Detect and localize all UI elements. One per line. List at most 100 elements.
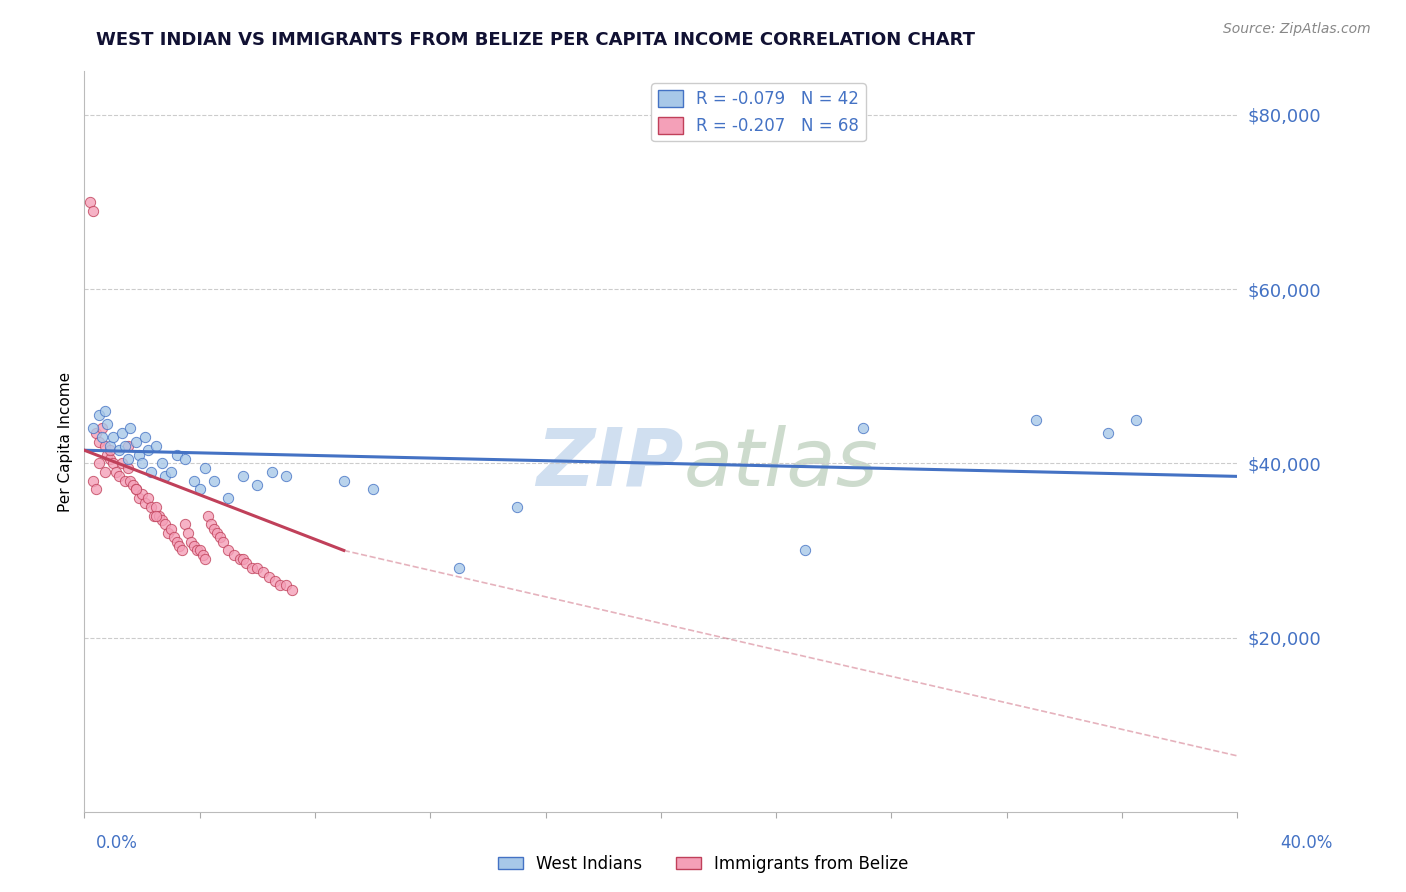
Point (246, 561, 269, 575)
Text: WEST INDIAN VS IMMIGRANTS FROM BELIZE PER CAPITA INCOME CORRELATION CHART: WEST INDIAN VS IMMIGRANTS FROM BELIZE PE… (96, 31, 974, 49)
Point (229, 552, 252, 566)
Point (98, 439, 121, 453)
Point (103, 430, 124, 444)
Point (145, 500, 167, 514)
Point (87, 456, 110, 470)
Point (79, 194, 101, 209)
Point (117, 452, 139, 467)
Point (194, 460, 217, 475)
Point (194, 552, 217, 566)
Point (82, 421, 104, 435)
Point (108, 443, 131, 458)
Point (139, 500, 162, 514)
Point (96, 417, 118, 431)
Point (852, 421, 875, 435)
Point (98, 443, 121, 458)
Y-axis label: Per Capita Income: Per Capita Income (58, 371, 73, 512)
Point (218, 543, 240, 558)
Point (205, 526, 228, 541)
Point (117, 460, 139, 475)
Point (177, 526, 200, 541)
Point (125, 483, 148, 497)
Point (160, 465, 183, 479)
Text: 40.0%: 40.0% (1281, 834, 1333, 852)
Point (136, 491, 159, 505)
Text: 0.0%: 0.0% (96, 834, 138, 852)
Point (260, 465, 283, 479)
Point (145, 508, 167, 523)
Point (82, 474, 104, 488)
Text: Source: ZipAtlas.com: Source: ZipAtlas.com (1223, 22, 1371, 37)
Point (188, 543, 211, 558)
Point (1097, 425, 1119, 440)
Point (252, 565, 274, 579)
Point (114, 474, 136, 488)
Point (84, 425, 107, 440)
Point (174, 452, 197, 467)
Point (246, 478, 269, 492)
Point (128, 448, 150, 462)
Point (166, 534, 188, 549)
Text: atlas: atlas (683, 425, 879, 503)
Point (122, 478, 145, 492)
Point (506, 500, 529, 514)
Point (105, 465, 128, 479)
Point (263, 574, 285, 588)
Point (281, 582, 304, 597)
Point (93, 439, 115, 453)
Point (96, 448, 118, 462)
Point (153, 469, 176, 483)
Point (87, 409, 110, 423)
Point (136, 443, 159, 458)
Point (232, 469, 254, 483)
Point (148, 508, 170, 523)
Point (180, 534, 202, 549)
Point (235, 557, 257, 571)
Point (131, 487, 153, 501)
Point (169, 539, 191, 553)
Legend: R = -0.079   N = 42, R = -0.207   N = 68: R = -0.079 N = 42, R = -0.207 N = 68 (651, 83, 866, 142)
Point (794, 543, 817, 558)
Point (98, 452, 121, 467)
Point (90, 421, 112, 435)
Point (125, 434, 148, 449)
Point (131, 456, 153, 470)
Point (449, 561, 471, 575)
Point (108, 469, 131, 483)
Point (134, 430, 156, 444)
Point (139, 465, 162, 479)
Point (84, 483, 107, 497)
Point (269, 578, 291, 592)
Point (257, 569, 280, 583)
Point (90, 430, 112, 444)
Point (224, 548, 246, 562)
Point (174, 517, 197, 532)
Point (150, 456, 173, 470)
Point (200, 517, 222, 532)
Point (202, 522, 225, 536)
Point (172, 543, 194, 558)
Point (142, 508, 165, 523)
Point (202, 474, 225, 488)
Point (150, 513, 173, 527)
Point (128, 491, 150, 505)
Point (111, 425, 134, 440)
Point (183, 474, 205, 488)
Point (163, 530, 186, 544)
Point (186, 543, 208, 558)
Point (82, 203, 104, 218)
Point (93, 465, 115, 479)
Legend: West Indians, Immigrants from Belize: West Indians, Immigrants from Belize (491, 848, 915, 880)
Point (145, 439, 167, 453)
Point (103, 456, 124, 470)
Point (183, 539, 205, 553)
Point (232, 552, 254, 566)
Point (156, 526, 179, 541)
Point (197, 508, 219, 523)
Point (218, 491, 240, 505)
Point (361, 483, 384, 497)
Point (120, 421, 142, 435)
Point (134, 495, 156, 509)
Point (111, 456, 134, 470)
Point (1025, 413, 1047, 427)
